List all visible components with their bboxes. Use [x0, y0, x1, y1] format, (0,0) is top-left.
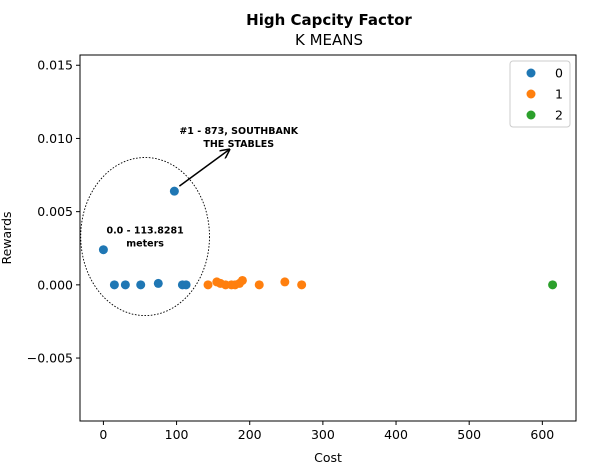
x-tick-label-100: 100 [165, 427, 189, 442]
data-point-series-1-9 [280, 277, 290, 287]
y-tick-label-4: 0.015 [37, 58, 73, 73]
x-tick-label-600: 600 [530, 427, 554, 442]
legend-label-1: 1 [555, 87, 563, 102]
chart-subtitle: K MEANS [295, 31, 363, 49]
data-point-series-1-10 [297, 280, 307, 290]
annotation-arrow [178, 150, 228, 187]
points-layer [98, 186, 558, 290]
data-point-series-1-8 [254, 280, 264, 290]
data-point-series-1-7 [237, 275, 247, 285]
annotation-0-line-1: THE STABLES [203, 139, 274, 150]
x-axis-ticks: 0 100 200 300 400 500 600 [99, 421, 554, 442]
data-point-series-0-1 [109, 280, 119, 290]
chart-title: High Capcity Factor [246, 11, 412, 29]
data-point-series-2-0 [548, 280, 558, 290]
legend-label-2: 2 [555, 108, 563, 123]
legend-label-0: 0 [555, 66, 563, 81]
y-tick-label-0: −0.005 [27, 351, 73, 366]
ellipse-layer [80, 157, 210, 317]
data-point-series-0-0 [98, 245, 108, 255]
y-tick-label-3: 0.010 [37, 131, 73, 146]
legend-marker-0 [526, 68, 536, 78]
y-tick-label-2: 0.005 [37, 204, 73, 219]
data-point-series-0-5 [169, 186, 179, 196]
cluster-ellipse [80, 157, 210, 317]
data-point-series-0-3 [136, 280, 146, 290]
data-point-series-0-7 [181, 280, 191, 290]
data-point-series-1-0 [203, 280, 213, 290]
y-axis-label: Rewards [0, 211, 14, 264]
annotation-layer: #1 - 873, SOUTHBANK THE STABLES 0.0 - 113.… [106, 126, 298, 250]
x-tick-label-500: 500 [457, 427, 481, 442]
legend: 0 1 2 [509, 60, 571, 128]
x-tick-label-300: 300 [311, 427, 335, 442]
x-tick-label-0: 0 [99, 427, 107, 442]
x-tick-label-200: 200 [238, 427, 262, 442]
x-tick-label-400: 400 [384, 427, 408, 442]
data-point-series-0-4 [153, 278, 163, 288]
y-tick-label-1: 0.000 [37, 277, 73, 292]
plot-frame [79, 54, 577, 422]
annotation-0-line-0: #1 - 873, SOUTHBANK [179, 126, 298, 137]
annotation-1-line-1: meters [126, 239, 164, 250]
data-point-series-0-2 [120, 280, 130, 290]
legend-marker-1 [526, 89, 536, 99]
legend-frame [509, 60, 571, 128]
x-axis-label: Cost [314, 450, 342, 465]
legend-marker-2 [526, 110, 536, 120]
y-axis-ticks: −0.005 0.000 0.005 0.010 0.015 [27, 58, 80, 366]
annotation-1-line-0: 0.0 - 113.8281 [106, 226, 183, 237]
